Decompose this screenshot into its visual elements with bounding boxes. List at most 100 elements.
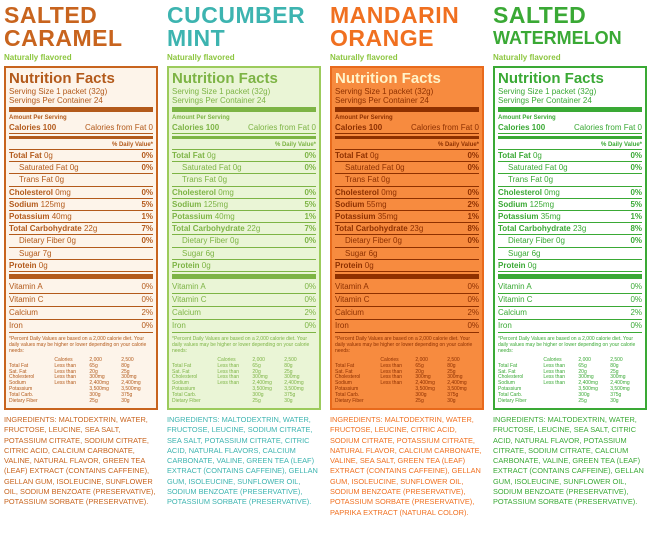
nutrient-name: Trans Fat: [345, 175, 379, 185]
nutrient-row: Total Carbohydrate 23g 8%: [335, 223, 479, 236]
daily-table-row: Sodium Less than 2,400mg 2,400mg: [172, 380, 316, 387]
daily-table-cell: 30g: [121, 397, 130, 404]
daily-table-row: Sodium Less than 2,400mg 2,400mg: [498, 380, 642, 387]
nutrient-cell: Total Carbohydrate 22g: [172, 223, 304, 234]
nutrient-amount: 0mg: [218, 187, 234, 197]
daily-value: 0%: [630, 151, 642, 160]
nutrient-row: Total Carbohydrate 22g 7%: [9, 223, 153, 236]
nutrient-amount: 0g: [532, 151, 542, 160]
footnote: *Percent Daily Values are based on a 2,0…: [172, 336, 310, 355]
vitamin-name: Calcium: [498, 308, 527, 318]
nutrient-amount: 0g: [230, 236, 239, 246]
vitamin-value: 0%: [630, 321, 642, 331]
daily-value: 5%: [630, 199, 642, 209]
daily-table-cell: Total Fat: [498, 362, 518, 369]
daily-table-cell: 30g: [610, 397, 619, 404]
vitamin-value: 0%: [141, 282, 153, 292]
nutrient-amount: 125mg: [203, 199, 229, 209]
nutrient-name: Sugar: [19, 248, 41, 258]
rule: [9, 136, 153, 139]
nutrient-amount: 0g: [206, 151, 216, 160]
nutrient-row: Dietary Fiber 0g 0%: [9, 235, 153, 248]
nutrient-cell: Cholesterol 0mg: [172, 187, 304, 198]
nutrient-cell: Potassium 40mg: [9, 211, 141, 222]
nutrient-amount: 0g: [393, 236, 402, 246]
daily-table-row: Total Fat Less than 65g 80g: [498, 362, 642, 370]
nutrient-amount: 22g: [83, 224, 98, 234]
nutrient-amount: 35mg: [540, 212, 561, 222]
daily-table-cell: 80g: [284, 362, 293, 369]
ingredients: INGREDIENTS: MALTODEXTRIN, WATER, FRUCTO…: [330, 415, 482, 517]
nutrient-name: Saturated Fat: [345, 163, 394, 173]
product-column: MANDARIN ORANGE Naturally flavored Nutritio…: [330, 0, 484, 533]
servings-per-container: Servings Per Container 24: [498, 96, 592, 105]
daily-value: 0%: [304, 163, 316, 173]
daily-table-cell: Sodium: [9, 380, 26, 387]
daily-table-cell: 300mg: [578, 374, 594, 381]
daily-value: 8%: [630, 224, 642, 234]
nutrient-cell: Sodium 125mg: [498, 199, 630, 210]
vitamin-name: Vitamin A: [172, 282, 206, 292]
nutrition-label: Nutrition Facts Serving Size 1 packet (32…: [493, 66, 647, 410]
calories-row: Calories 100 Calories from Fat 0: [172, 122, 316, 134]
footnote: *Percent Daily Values are based on a 2,0…: [498, 336, 636, 355]
daily-table-cell: 2,500: [610, 357, 623, 364]
daily-table-cell: Dietary Fiber: [172, 397, 201, 404]
nutrient-name: Sodium: [9, 199, 39, 209]
daily-value: 0%: [467, 187, 479, 197]
daily-table-row: Total Carb. 300g 375g: [172, 392, 316, 399]
nutrient-cell: Sugar 6g: [345, 248, 479, 259]
daily-table-row: Sat. Fat Less than 20g 25g: [9, 368, 153, 376]
vitamin-row: Vitamin A 0%: [9, 281, 153, 295]
daily-table-cell: Less than: [543, 380, 566, 387]
nutrient-amount: 7g: [42, 248, 52, 258]
nutrient-cell: Saturated Fat 0g: [345, 162, 467, 173]
daily-table-cell: Calories: [54, 357, 73, 364]
rule: [498, 136, 642, 139]
daily-table: Calories 2,000 2,500 Total Fat Less than 65g 8…: [498, 357, 642, 404]
calories: Calories 100: [498, 123, 546, 132]
daily-table-cell: Calories: [217, 357, 236, 364]
daily-table-cell: Total Fat: [9, 362, 29, 369]
nutrient-row: Cholesterol 0mg 0%: [172, 187, 316, 199]
daily-table: Calories 2,000 2,500 Total Fat Less than 65g 8…: [172, 357, 316, 405]
daily-table-cell: 2,400mg: [447, 380, 467, 387]
daily-table-cell: 25g: [415, 397, 424, 404]
vitamin-row: Calcium 2%: [335, 307, 479, 321]
daily-table-cell: Less than: [54, 380, 77, 387]
daily-table-cell: Less than: [380, 374, 403, 381]
daily-table-cell: 300mg: [121, 374, 137, 381]
nutrient-name: Sodium: [172, 199, 202, 209]
nutrient-amount: 40mg: [214, 212, 235, 222]
rule: [498, 107, 642, 112]
daily-table-cell: Less than: [54, 368, 77, 375]
daily-table-cell: 2,000: [415, 357, 428, 364]
nutrient-row: Potassium 40mg 1%: [9, 211, 153, 224]
daily-table-row: Dietary Fiber 25g 30g: [172, 397, 316, 405]
vitamin-row: Calcium 2%: [9, 307, 153, 321]
serving-size: Serving Size 1 packet (32g): [498, 87, 597, 96]
calories-from-fat: Calories from Fat 0: [84, 123, 153, 132]
vitamin-row: Vitamin A 0%: [335, 281, 479, 295]
vitamin-value: 0%: [630, 282, 642, 292]
daily-value: 5%: [304, 199, 316, 209]
vitamin-row: Calcium 2%: [172, 307, 316, 321]
amount-heading: Amount Per Serving: [9, 115, 67, 121]
serving-size: Serving Size 1 packet (32g): [9, 87, 108, 96]
daily-table-row: Sodium Less than 2,400mg 2,400mg: [335, 380, 479, 387]
vitamin-row: Iron 0%: [9, 320, 153, 334]
daily-table-cell: 65g: [252, 362, 261, 369]
vitamin-row: Iron 0%: [172, 320, 316, 334]
nutrient-name: Saturated Fat: [19, 163, 68, 173]
daily-value: 1%: [141, 212, 153, 222]
daily-table-row: Cholesterol Less than 300mg 300mg: [498, 375, 642, 381]
rule: [335, 107, 479, 112]
nutrient-name: Protein: [498, 260, 526, 270]
daily-table-row: Total Carb. 300g 375g: [335, 392, 479, 399]
daily-table-cell: Sat. Fat: [9, 368, 27, 375]
nutrient-cell: Total Carbohydrate 23g: [335, 223, 467, 234]
daily-table-cell: 65g: [89, 362, 98, 369]
daily-table-cell: 375g: [121, 391, 133, 398]
title-line: SALTED: [4, 2, 98, 28]
daily-table-cell: 20g: [252, 368, 261, 375]
